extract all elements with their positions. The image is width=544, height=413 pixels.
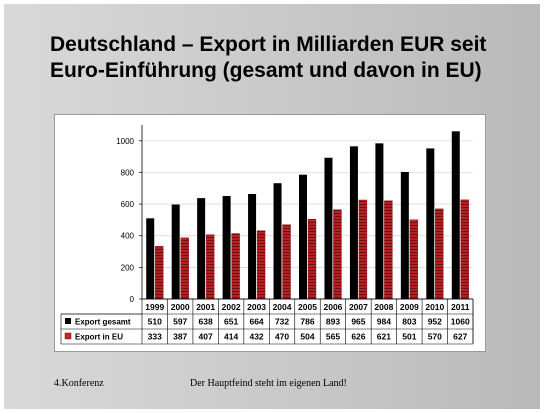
data-value-label: 786 [300, 317, 314, 327]
data-value-label: 333 [148, 332, 162, 342]
legend-key-export-eu [64, 332, 72, 340]
x-category-label: 2003 [247, 302, 266, 312]
data-value-label: 638 [199, 317, 213, 327]
data-value-label: 626 [351, 332, 365, 342]
x-category-label: 2008 [374, 302, 393, 312]
bar-export-eu [409, 219, 419, 300]
data-value-label: 501 [402, 332, 416, 342]
bar-export-eu [205, 234, 215, 300]
x-category-label: 2011 [451, 302, 470, 312]
chart-container: 0 200 400 600 800 1000 1999 2000 2001 2002 2003 20… [54, 114, 486, 352]
data-value-label: 732 [275, 317, 289, 327]
y-tick-label: 1000 [116, 137, 134, 146]
bar-export-eu [256, 230, 266, 300]
data-value-label: 407 [199, 332, 213, 342]
data-value-label: 664 [249, 317, 263, 327]
bar-export-eu [333, 209, 342, 300]
y-tick-label: 800 [121, 168, 135, 177]
bar-export-total [426, 148, 435, 299]
y-tick-label: 0 [130, 295, 135, 304]
bar-export-total [375, 143, 384, 299]
y-tick-label: 200 [121, 263, 135, 272]
bar-export-total [349, 146, 358, 299]
x-category-label: 2002 [222, 302, 241, 312]
x-category-label: 2009 [400, 302, 419, 312]
slide-title: Deutschland – Export in Milliarden EUR s… [50, 33, 487, 82]
bar-export-eu [231, 233, 240, 300]
x-category-label: 2001 [196, 302, 215, 312]
x-category-label: 2010 [425, 302, 444, 312]
legend-series-name: Export in EU [75, 333, 123, 342]
bar-export-total [324, 157, 333, 299]
x-category-label: 1999 [145, 302, 164, 312]
data-value-label: 597 [173, 317, 187, 327]
data-value-label: 984 [377, 317, 391, 327]
bar-export-eu [307, 219, 317, 300]
data-value-label: 965 [351, 317, 365, 327]
data-value-label: 432 [249, 332, 263, 342]
data-value-label: 1060 [451, 317, 470, 327]
bar-export-total [197, 198, 206, 299]
slide: Deutschland – Export in Milliarden EUR s… [4, 4, 540, 409]
bar-export-total [222, 196, 231, 299]
footer-slogan: Der Hauptfeind steht im eigenen Land! [190, 378, 347, 389]
legend-key-export-total [65, 318, 71, 324]
bar-export-eu [384, 200, 393, 300]
bar-export-total [248, 193, 257, 299]
data-value-label: 627 [453, 332, 467, 342]
bar-chart: 0 200 400 600 800 1000 1999 2000 2001 2002 2003 20… [60, 125, 474, 345]
bar-export-total [299, 174, 307, 299]
data-value-label: 387 [173, 332, 187, 342]
data-value-label: 651 [224, 317, 238, 327]
x-category-label: 2000 [171, 302, 190, 312]
bar-export-total [146, 218, 155, 299]
bar-export-eu [435, 208, 444, 300]
bar-export-total [171, 204, 180, 299]
bar-export-total [273, 183, 282, 299]
data-value-label: 510 [148, 317, 162, 327]
data-value-label: 565 [326, 332, 340, 342]
data-value-label: 952 [428, 317, 442, 327]
x-category-label: 2005 [298, 302, 317, 312]
x-category-label: 2007 [349, 302, 368, 312]
bar-export-eu [358, 199, 368, 300]
bar-export-eu [155, 246, 164, 300]
bar-export-total [400, 171, 409, 299]
data-value-label: 893 [326, 317, 340, 327]
x-category-label: 2006 [324, 302, 343, 312]
data-value-label: 504 [300, 332, 314, 342]
data-value-label: 414 [224, 332, 238, 342]
data-value-label: 470 [275, 332, 289, 342]
bar-export-total [451, 131, 460, 299]
bar-export-eu [180, 237, 189, 300]
x-category-label: 2004 [273, 302, 292, 312]
data-value-label: 803 [402, 317, 416, 327]
footer-conference: 4.Konferenz [54, 378, 104, 389]
data-value-label: 570 [428, 332, 442, 342]
data-value-label: 621 [377, 332, 391, 342]
y-tick-label: 400 [121, 232, 135, 241]
y-tick-label: 600 [121, 200, 135, 209]
bar-export-eu [460, 199, 469, 300]
bar-export-eu [282, 224, 291, 300]
legend-series-name: Export gesamt [75, 318, 131, 327]
